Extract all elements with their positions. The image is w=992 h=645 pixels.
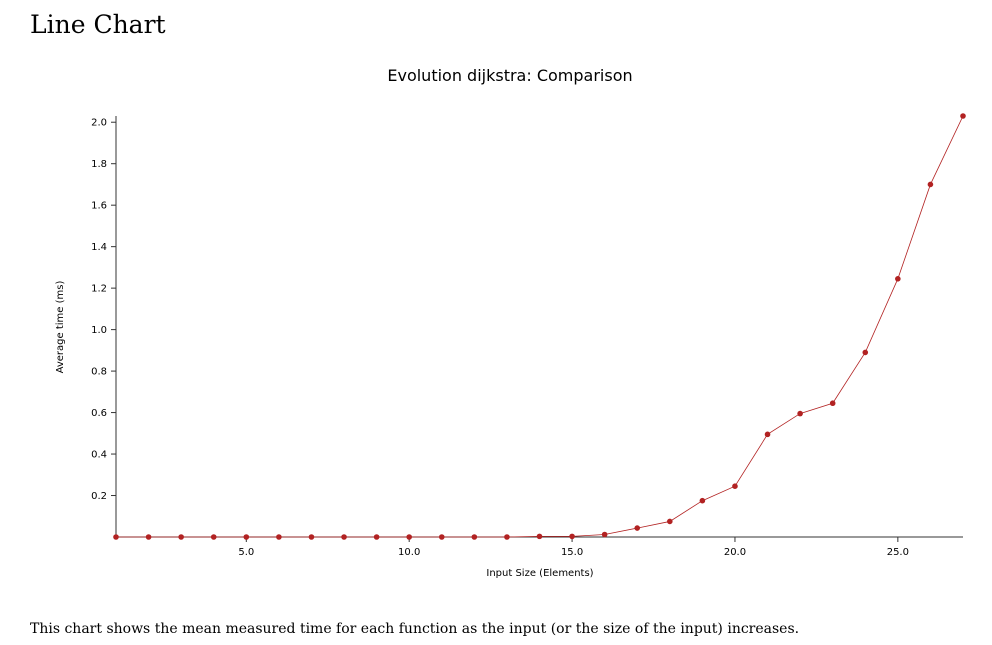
data-point [732,483,738,489]
x-tick-label: 25.0 [887,547,909,558]
data-point [178,534,184,540]
data-point [341,534,347,540]
line-chart: Evolution dijkstra: Comparison 0.2 0.4 0.6… [55,66,966,579]
data-point [145,534,152,540]
y-tick-label: 1.4 [91,242,107,253]
data-point [895,276,901,282]
y-tick-label: 0.2 [91,491,107,502]
y-tick-label: 1.0 [91,325,107,336]
data-point [960,113,966,119]
data-point [569,533,575,540]
y-axis-label: Average time (ms) [55,281,66,374]
y-tick-label: 1.2 [91,284,107,295]
x-tick-label: 20.0 [724,547,746,558]
data-point [113,534,119,540]
y-tick-label: 2.0 [91,118,107,129]
x-tick-label: 10.0 [398,547,420,558]
data-point [764,431,771,438]
points-layer [113,113,966,540]
data-point [471,534,478,540]
data-point [699,497,706,504]
chart-title: Evolution dijkstra: Comparison [387,66,632,85]
data-point [536,533,543,540]
data-point [438,534,445,540]
data-point [308,534,315,540]
data-point [927,181,934,188]
x-tick-label: 15.0 [561,547,583,558]
chart-description: This chart shows the mean measured time … [30,621,800,637]
data-point [829,400,836,407]
x-tick-label: 5.0 [238,547,254,558]
y-tick-label: 0.4 [91,450,107,461]
data-point [406,534,412,540]
ticks-layer: 0.2 0.4 0.6 0.8 1.0 1.2 1.4 1.6 1.8 2.0 5.0 10.0 15.… [91,118,909,558]
data-point [634,525,641,531]
data-point [276,534,282,540]
data-point [210,534,217,540]
data-point [667,518,673,525]
y-tick-label: 1.8 [91,159,107,170]
data-point [504,534,510,540]
x-axis-label: Input Size (Elements) [486,568,593,579]
data-point [862,349,869,356]
y-tick-label: 0.6 [91,408,107,419]
data-point [373,534,380,540]
y-tick-label: 1.6 [91,201,107,212]
y-tick-label: 0.8 [91,367,107,378]
page-heading: Line Chart [30,10,166,39]
data-point [797,410,803,417]
data-point [601,531,608,538]
chart-container: Evolution dijkstra: Comparison 0.2 0.4 0.6… [0,55,992,595]
data-point [243,534,250,540]
series-line [116,115,964,538]
